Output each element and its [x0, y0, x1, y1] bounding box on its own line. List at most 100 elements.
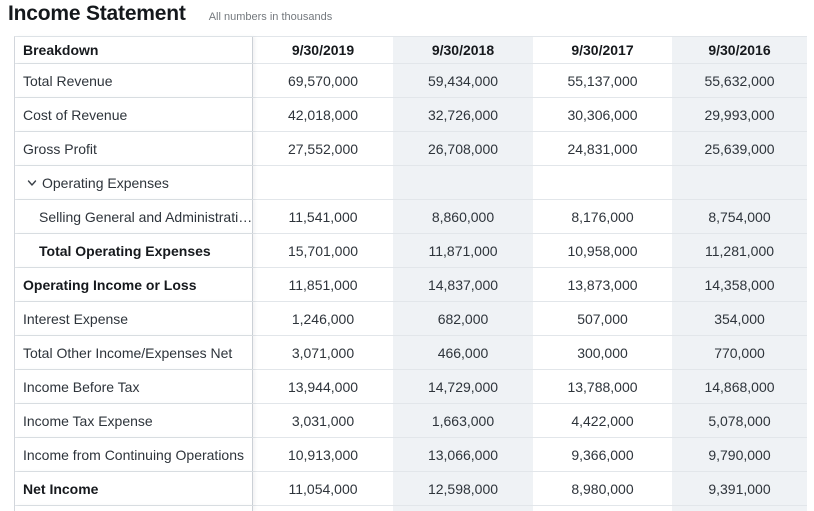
row-value [672, 166, 807, 199]
row-value: 69,570,000 [287, 72, 359, 89]
row-label: Income from Continuing Operations [15, 438, 253, 471]
row-value: 14,837,000 [393, 268, 533, 301]
row-label-text: Gross Profit [23, 140, 97, 157]
row-value: 13,873,000 [567, 276, 638, 293]
table-row: Net Income 11,054,000 12,598,000 8,980,000 9… [15, 472, 807, 506]
row-label-text: Income Tax Expense [23, 412, 153, 429]
row-label[interactable]: Operating Expenses [15, 166, 253, 199]
row-value: 682,000 [393, 302, 533, 335]
row-value: 4,422,000 [571, 412, 634, 429]
row-value: 29,993,000 [672, 98, 807, 131]
page-title: Income Statement [8, 2, 186, 25]
row-label-text: Operating Expenses [42, 174, 169, 191]
row-value: 27,552,000 [287, 140, 359, 157]
row-value: 1,246,000 [291, 310, 355, 327]
row-value: 15,701,000 [287, 242, 359, 259]
table-row: Income Before Tax 13,944,000 14,729,000 13,… [15, 370, 807, 404]
row-label: Income Before Tax [15, 370, 253, 403]
row-label: Total Operating Expenses [15, 234, 253, 267]
table-row: Operating Income or Loss 11,851,000 14,837… [15, 268, 807, 302]
row-value: 8,980,000 [571, 480, 634, 497]
row-value: 24,831,000 [567, 140, 638, 157]
row-label: Net Income [15, 472, 253, 505]
row-label: Total Other Income/Expenses Net [15, 336, 253, 369]
row-label-text: Net Income [23, 480, 99, 497]
table-row: Gross Profit 27,552,000 26,708,000 24,831,0… [15, 132, 807, 166]
row-value: 25,639,000 [672, 132, 807, 165]
chevron-down-icon[interactable] [27, 178, 37, 188]
table-row: Total Revenue 69,570,000 59,434,000 55,137,… [15, 64, 807, 98]
row-value: 466,000 [393, 336, 533, 369]
row-label-text: Cost of Revenue [23, 106, 128, 123]
row-label-text: Interest Expense [23, 310, 129, 327]
column-header-breakdown: Breakdown [15, 37, 253, 63]
row-value: 14,729,000 [393, 370, 533, 403]
row-value: 9,366,000 [571, 446, 634, 463]
row-value: 59,434,000 [393, 64, 533, 97]
table-row-partial [15, 506, 807, 511]
table-header-row: Breakdown 9/30/2019 9/30/2018 9/30/2017 … [15, 37, 807, 64]
row-value: 13,944,000 [287, 378, 359, 395]
table-row: Total Other Income/Expenses Net 3,071,000… [15, 336, 807, 370]
row-value: 3,031,000 [291, 412, 355, 429]
row-value: 9,790,000 [672, 438, 807, 471]
row-value: 11,054,000 [288, 480, 358, 497]
column-header-date: 9/30/2018 [393, 37, 533, 63]
row-value [533, 166, 672, 199]
column-header-date: 9/30/2016 [672, 37, 807, 63]
row-label: Cost of Revenue [15, 98, 253, 131]
column-header-date: 9/30/2017 [571, 42, 634, 58]
row-label: Income Tax Expense [15, 404, 253, 437]
row-value: 8,860,000 [393, 200, 533, 233]
row-label: Interest Expense [15, 302, 253, 335]
row-value: 354,000 [672, 302, 807, 335]
row-value: 3,071,000 [291, 344, 355, 361]
page-subtitle: All numbers in thousands [208, 11, 333, 23]
row-value: 9,391,000 [672, 472, 807, 505]
row-value: 8,176,000 [571, 208, 634, 225]
row-value: 10,913,000 [287, 446, 359, 463]
row-value: 14,358,000 [672, 268, 807, 301]
row-value: 11,871,000 [393, 234, 533, 267]
row-label: Operating Income or Loss [15, 268, 253, 301]
table-row: Selling General and Administrati… 11,541,… [15, 200, 807, 234]
row-value: 55,137,000 [567, 72, 638, 89]
table-body: Total Revenue 69,570,000 59,434,000 55,137,… [15, 64, 807, 506]
row-value: 10,958,000 [567, 242, 638, 259]
row-label-text: Income Before Tax [23, 378, 140, 395]
row-value: 26,708,000 [393, 132, 533, 165]
row-label-text: Total Operating Expenses [39, 242, 211, 259]
row-value: 42,018,000 [287, 106, 359, 123]
table-row: Total Operating Expenses 15,701,000 11,871… [15, 234, 807, 268]
row-value: 300,000 [577, 344, 628, 361]
row-value: 8,754,000 [672, 200, 807, 233]
table-row: Income from Continuing Operations 10,913,… [15, 438, 807, 472]
row-value: 13,066,000 [393, 438, 533, 471]
row-value [393, 166, 533, 199]
table-row: Cost of Revenue 42,018,000 32,726,000 30,30… [15, 98, 807, 132]
row-value: 14,868,000 [672, 370, 807, 403]
row-value: 11,281,000 [672, 234, 807, 267]
row-value: 12,598,000 [393, 472, 533, 505]
row-value: 507,000 [577, 310, 628, 327]
row-value: 11,541,000 [288, 208, 358, 225]
income-statement-table: Breakdown 9/30/2019 9/30/2018 9/30/2017 … [14, 36, 807, 511]
row-label: Gross Profit [15, 132, 253, 165]
column-header-date: 9/30/2019 [291, 42, 355, 58]
row-value: 11,851,000 [288, 276, 358, 293]
table-row: Income Tax Expense 3,031,000 1,663,000 4,42… [15, 404, 807, 438]
row-value: 32,726,000 [393, 98, 533, 131]
table-row: Interest Expense 1,246,000 682,000 507,000 3… [15, 302, 807, 336]
page-header: Income Statement All numbers in thousand… [8, 0, 332, 27]
row-label: Selling General and Administrati… [15, 200, 253, 233]
row-label-text: Selling General and Administrati… [39, 208, 253, 225]
row-value [253, 166, 393, 199]
table-row-expandable: Operating Expenses [15, 166, 807, 200]
row-value: 1,663,000 [393, 404, 533, 437]
row-value: 13,788,000 [567, 378, 638, 395]
row-label-text: Income from Continuing Operations [23, 446, 244, 463]
row-label: Total Revenue [15, 64, 253, 97]
row-value: 30,306,000 [567, 106, 638, 123]
row-label-text: Total Revenue [23, 72, 113, 89]
row-value: 5,078,000 [672, 404, 807, 437]
